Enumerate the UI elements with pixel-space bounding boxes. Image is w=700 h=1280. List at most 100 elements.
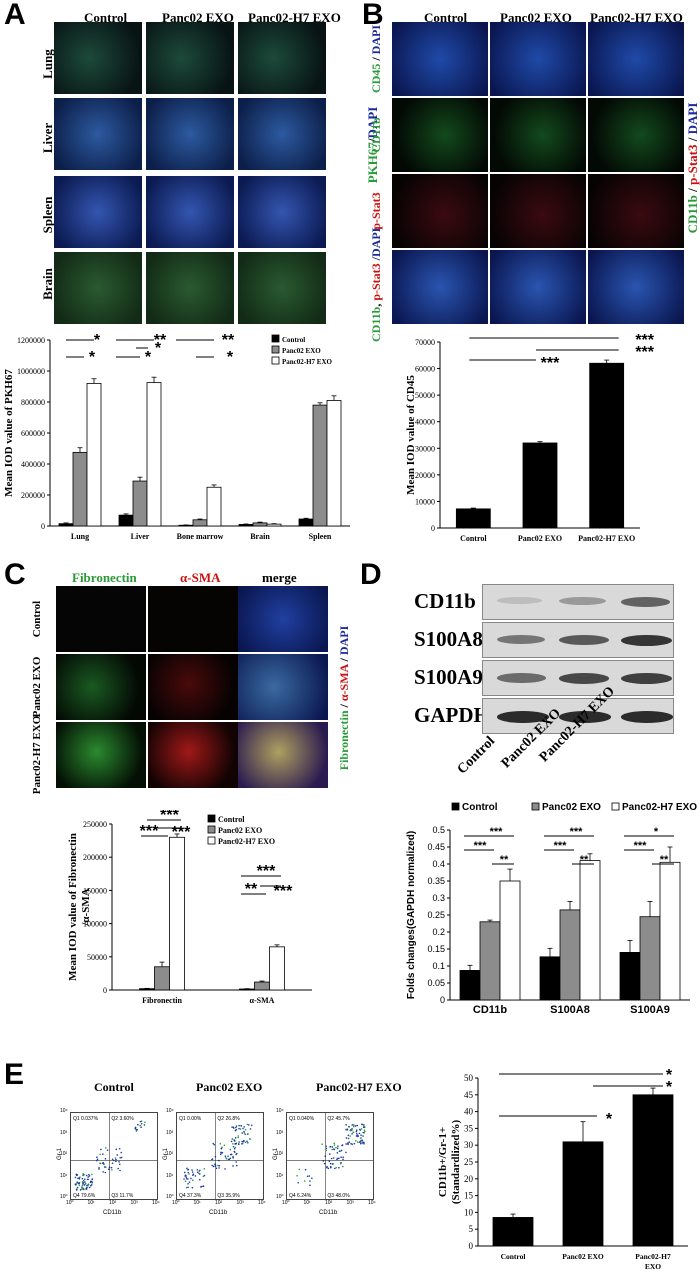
x-category-label: Panc02-H7 EXO — [578, 534, 635, 543]
flow-event-dot — [331, 1146, 334, 1148]
bar — [298, 518, 314, 527]
flow-y-tick: 10¹ — [276, 1172, 284, 1179]
flow-event-dot — [91, 1180, 93, 1183]
y-tick-label: 50000 — [87, 953, 107, 962]
flow-event-dot — [217, 1164, 219, 1167]
flow-y-tick: 10³ — [276, 1129, 284, 1136]
flow-event-dot — [76, 1186, 79, 1189]
bar — [619, 951, 641, 1001]
flow-event-dot — [203, 1174, 206, 1177]
bar — [269, 946, 285, 991]
panel-a-chart: 0 200000 400000 600000 800000 1000000 1200000 M… — [3, 332, 350, 541]
flow-event-dot — [241, 1132, 244, 1134]
blot-row-label: GAPDH — [414, 703, 490, 727]
flow-event-dot — [237, 1135, 240, 1137]
legend-swatch — [271, 356, 280, 365]
panel-c-micrograph — [238, 722, 328, 788]
flow-event-dot — [340, 1161, 342, 1164]
flow-event-dot — [352, 1131, 355, 1134]
blot-band — [621, 597, 671, 607]
flow-event-dot — [107, 1168, 110, 1170]
flow-event-dot — [120, 1151, 123, 1154]
flow-event-dot — [235, 1161, 237, 1163]
legend-swatch — [207, 825, 216, 834]
legend-label: Panc02-H7 EXO — [622, 802, 697, 813]
flow-event-dot — [118, 1161, 120, 1163]
flow-event-dot — [247, 1141, 249, 1144]
flow-event-dot — [184, 1180, 187, 1183]
flow-event-dot — [144, 1121, 146, 1124]
flow-event-dot — [353, 1142, 356, 1145]
flow-x-tick: 10³ — [130, 1200, 138, 1206]
flow-event-dot — [355, 1130, 358, 1133]
significance-label: * — [606, 1111, 613, 1128]
flow-x-tick: 10¹ — [87, 1200, 95, 1206]
flow-event-dot — [104, 1147, 107, 1149]
bar — [72, 451, 88, 527]
label-part: α-SMA — [337, 664, 351, 702]
flow-event-dot — [108, 1166, 111, 1169]
flow-event-dot — [234, 1129, 237, 1132]
flow-event-dot — [212, 1165, 215, 1168]
y-tick-label: 60000 — [415, 365, 435, 374]
blot-membrane — [482, 622, 674, 658]
flow-event-dot — [363, 1131, 366, 1134]
bar — [169, 836, 185, 991]
flow-event-dot — [337, 1145, 339, 1147]
flow-event-dot — [187, 1186, 189, 1189]
flow-event-dot — [191, 1169, 193, 1171]
flow-y-tick: 10³ — [166, 1129, 174, 1136]
y-tick-label: 20 — [464, 1174, 474, 1184]
bar — [238, 524, 254, 527]
flow-event-dot — [81, 1181, 84, 1183]
bar — [589, 362, 625, 529]
flow-event-dot — [187, 1171, 190, 1174]
panel-letter-e: E — [4, 1058, 25, 1091]
flow-event-dot — [229, 1157, 232, 1160]
label-part: CD11b — [369, 117, 383, 153]
flow-event-dot — [356, 1141, 359, 1143]
flow-event-dot — [115, 1158, 117, 1161]
flow-event-dot — [358, 1132, 361, 1135]
flow-event-dot — [247, 1133, 249, 1135]
y-tick-label: 40 — [464, 1107, 474, 1117]
bar — [479, 921, 501, 1001]
flow-event-dot — [235, 1142, 238, 1145]
flow-event-dot — [308, 1175, 311, 1177]
y-tick-label: 0 — [469, 1241, 474, 1251]
y-tick-label: 25 — [464, 1157, 474, 1167]
y-tick-label: 800000 — [21, 398, 45, 407]
flow-event-dot — [89, 1185, 92, 1187]
bar — [639, 916, 661, 1001]
panel-letter-d: D — [360, 558, 382, 591]
flow-event-dot — [341, 1165, 344, 1168]
label-part: p-Stat3 — [369, 263, 383, 301]
quadrant-label: Q3 48.0% — [327, 1193, 350, 1199]
significance-label: * — [155, 340, 162, 357]
flow-y-tick: 10⁴ — [166, 1108, 174, 1114]
significance-label: ** — [222, 332, 235, 349]
legend-label: Panc02-H7 EXO — [282, 358, 333, 366]
flow-event-dot — [323, 1162, 326, 1165]
flow-event-dot — [135, 1128, 137, 1131]
flow-event-dot — [225, 1156, 227, 1159]
flow-event-dot — [223, 1144, 226, 1147]
flow-event-dot — [324, 1155, 327, 1157]
flow-event-dot — [115, 1160, 117, 1163]
panel-c-micrograph — [238, 654, 328, 720]
flow-event-dot — [298, 1168, 301, 1171]
flow-event-dot — [360, 1128, 363, 1130]
flow-event-dot — [198, 1170, 201, 1172]
significance-label: * — [654, 826, 659, 838]
panel-b-micrograph — [588, 250, 684, 324]
panel-c-micrograph — [56, 654, 146, 720]
bar — [492, 1217, 534, 1247]
flow-event-dot — [102, 1171, 104, 1173]
blot-band — [497, 673, 546, 683]
flow-event-dot — [363, 1129, 366, 1131]
flow-event-dot — [188, 1173, 190, 1175]
flow-event-dot — [236, 1152, 238, 1155]
flow-event-dot — [242, 1127, 244, 1130]
flow-event-dot — [81, 1186, 83, 1189]
panel-a-col-panc02h7: Panc02-H7 EXO — [248, 10, 341, 25]
